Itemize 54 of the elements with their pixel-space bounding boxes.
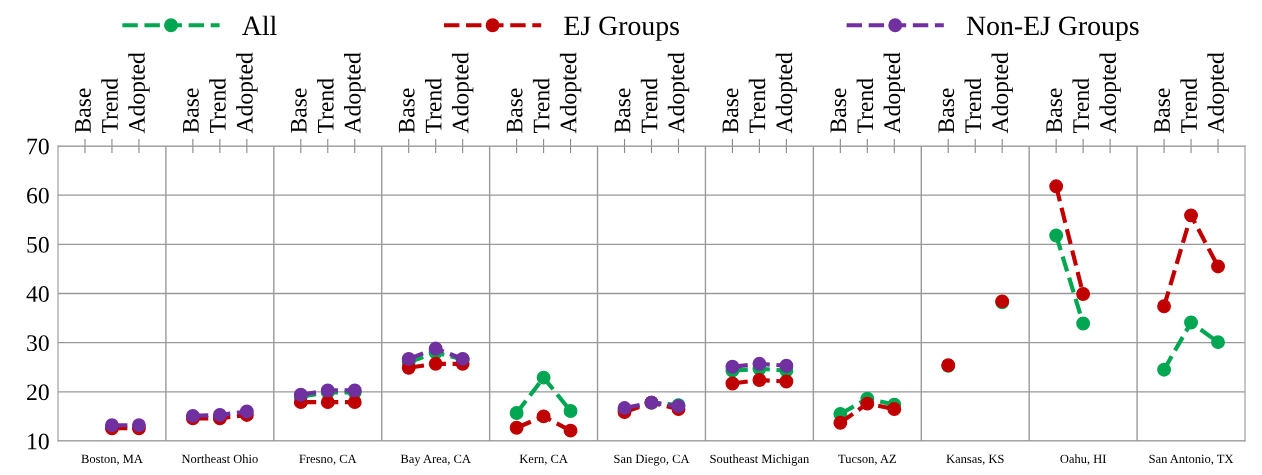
x-tick-label: Adopted xyxy=(991,52,1013,134)
text: Oahu, HI xyxy=(1060,454,1106,465)
x-tick-label: Trend xyxy=(1180,78,1197,134)
x-tick-label: Base xyxy=(938,88,955,133)
x-tick-label: Base xyxy=(291,88,307,133)
x-tick-label: Base xyxy=(614,88,631,133)
x-tick-label: Trend xyxy=(101,78,118,134)
text: Southeast Michigan xyxy=(710,454,810,466)
x-tick-label: Adopted xyxy=(775,52,798,134)
x-tick-label: Adopted xyxy=(559,52,582,134)
x-tick-label: Adopted xyxy=(1099,52,1121,134)
text: Kern, CA xyxy=(519,454,568,465)
legend-label: EJ Groups xyxy=(564,16,679,41)
x-tick-label: Trend xyxy=(209,78,226,134)
y-tick-label: 50 xyxy=(27,236,49,253)
x-tick-label: Adopted xyxy=(667,52,690,134)
x-tick-label: Trend xyxy=(317,78,334,134)
x-tick-label: Trend xyxy=(640,78,658,134)
x-tick-label: Trend xyxy=(532,78,550,134)
y-tick-label: 40 xyxy=(26,285,49,302)
y-tick-label: 30 xyxy=(27,335,49,352)
x-tick-label: Base xyxy=(75,88,91,133)
x-tick-label: Adopted xyxy=(451,52,474,134)
x-tick-label: Adopted xyxy=(1207,52,1229,134)
x-tick-label: Base xyxy=(183,88,199,133)
x-tick-label: Trend xyxy=(964,78,982,134)
text: Tucson, AZ xyxy=(838,454,896,465)
text: San Diego, CA xyxy=(614,454,690,466)
text: Northeast Ohio xyxy=(181,454,258,464)
x-tick-label: Trend xyxy=(1072,78,1090,134)
text: Fresno, CA xyxy=(299,454,357,465)
x-tick-label: Base xyxy=(830,88,847,133)
legend-label: Non-EJ Groups xyxy=(966,16,1139,41)
text: Bay Area, CA xyxy=(400,454,471,466)
text: Kansas, KS xyxy=(946,454,1004,465)
x-tick-label: Base xyxy=(1154,88,1170,133)
x-tick-label: Base xyxy=(722,88,739,133)
x-tick-label: Trend xyxy=(424,78,442,134)
x-tick-label: Trend xyxy=(748,78,766,134)
x-tick-label: Adopted xyxy=(128,52,150,134)
text: San Antonio, TX xyxy=(1149,454,1234,465)
y-tick-label: 20 xyxy=(27,384,49,401)
x-tick-label: Adopted xyxy=(344,52,366,134)
y-tick-label: 10 xyxy=(28,433,49,450)
x-tick-label: Adopted xyxy=(236,52,258,134)
y-tick-label: 60 xyxy=(27,187,49,204)
y-tick-label: 70 xyxy=(27,138,49,155)
x-tick-label: Adopted xyxy=(883,52,905,134)
text: Boston, MA xyxy=(81,454,143,465)
x-tick-label: Base xyxy=(398,88,415,133)
x-tick-label: Base xyxy=(506,88,523,133)
x-tick-label: Trend xyxy=(856,78,874,134)
legend-label: All xyxy=(242,15,277,35)
x-tick-label: Base xyxy=(1046,88,1063,133)
